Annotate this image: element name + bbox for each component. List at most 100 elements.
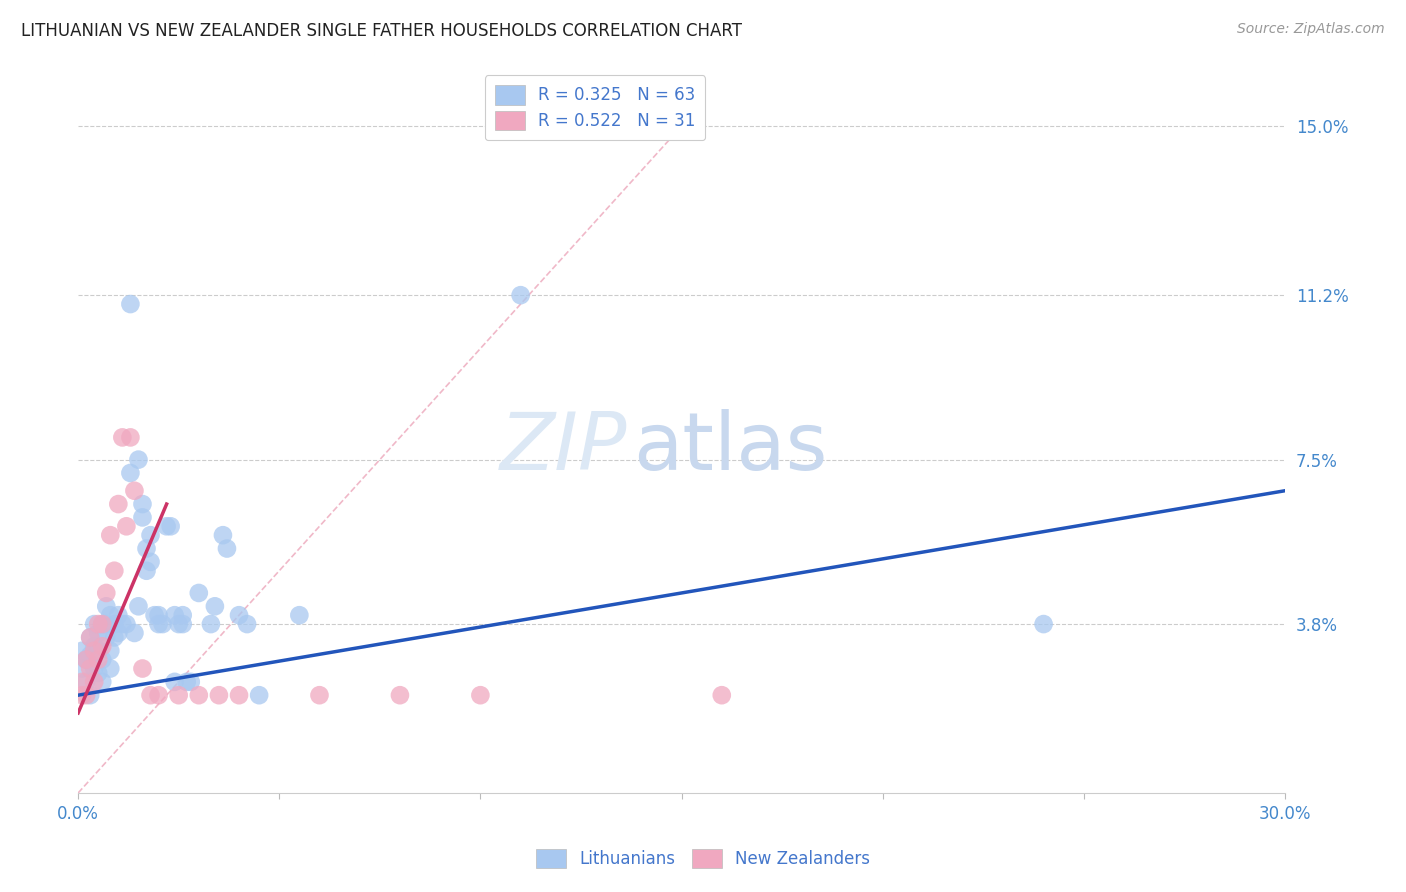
Text: Source: ZipAtlas.com: Source: ZipAtlas.com (1237, 22, 1385, 37)
Point (91, 674, 114, 689)
Point (75, 653, 97, 667)
Point (83, 674, 105, 689)
Point (148, 608, 170, 623)
Point (131, 661, 153, 675)
Point (148, 617, 170, 632)
Point (96, 631, 118, 645)
Point (111, 617, 134, 632)
Point (212, 528, 235, 542)
Point (83, 640, 105, 654)
Point (120, 297, 142, 311)
Point (96, 617, 118, 632)
Legend: R = 0.325   N = 63, R = 0.522   N = 31: R = 0.325 N = 63, R = 0.522 N = 31 (485, 75, 706, 140)
Point (83, 644, 105, 658)
Point (388, 688, 411, 702)
Point (167, 617, 190, 632)
Point (172, 617, 194, 632)
Point (139, 528, 162, 542)
Point (120, 466, 142, 480)
Point (91, 617, 114, 632)
Point (70, 674, 93, 689)
Point (215, 541, 238, 556)
Point (87, 644, 110, 658)
Point (124, 626, 146, 640)
Point (247, 688, 270, 702)
Point (470, 688, 492, 702)
Point (187, 688, 209, 702)
Point (148, 688, 170, 702)
Point (139, 688, 162, 702)
Point (107, 608, 129, 623)
Point (111, 430, 134, 444)
Point (87, 617, 110, 632)
Point (135, 541, 157, 556)
Point (176, 674, 198, 689)
Point (115, 617, 138, 632)
Text: LITHUANIAN VS NEW ZEALANDER SINGLE FATHER HOUSEHOLDS CORRELATION CHART: LITHUANIAN VS NEW ZEALANDER SINGLE FATHE… (21, 22, 742, 40)
Point (139, 555, 162, 569)
Point (91, 617, 114, 632)
Point (98, 528, 121, 542)
Point (87, 626, 110, 640)
Point (91, 640, 114, 654)
Point (70, 661, 93, 675)
Point (127, 599, 149, 614)
Point (75, 674, 97, 689)
Point (75, 653, 97, 667)
Point (107, 626, 129, 640)
Point (131, 497, 153, 511)
Point (180, 674, 202, 689)
Point (79, 631, 101, 645)
Legend: Lithuanians, New Zealanders: Lithuanians, New Zealanders (529, 842, 877, 875)
Point (200, 617, 222, 632)
Point (236, 617, 259, 632)
Point (83, 661, 105, 675)
Point (124, 483, 146, 498)
Point (127, 452, 149, 467)
Point (103, 617, 125, 632)
Point (96, 586, 118, 600)
Point (87, 665, 110, 680)
Point (79, 648, 101, 663)
Point (308, 688, 330, 702)
Point (1032, 617, 1054, 632)
Point (172, 608, 194, 623)
Point (103, 564, 125, 578)
Point (70, 644, 93, 658)
Text: atlas: atlas (633, 409, 828, 487)
Point (710, 688, 733, 702)
Point (70, 688, 93, 702)
Point (131, 510, 153, 524)
Point (87, 653, 110, 667)
Point (228, 688, 250, 702)
Point (288, 608, 311, 623)
Point (156, 519, 179, 533)
Point (91, 653, 114, 667)
Point (208, 688, 231, 702)
Point (107, 497, 129, 511)
Point (79, 661, 101, 675)
Point (135, 564, 157, 578)
Point (98, 661, 121, 675)
Point (167, 688, 190, 702)
Point (187, 586, 209, 600)
Point (115, 519, 138, 533)
Point (79, 631, 101, 645)
Point (143, 608, 166, 623)
Point (163, 608, 186, 623)
Point (83, 617, 105, 632)
Point (75, 688, 97, 702)
Point (163, 674, 186, 689)
Point (98, 644, 121, 658)
Point (159, 519, 181, 533)
Point (152, 617, 174, 632)
Point (204, 599, 226, 614)
Point (103, 631, 125, 645)
Point (228, 608, 250, 623)
Text: ZIP: ZIP (501, 409, 627, 487)
Point (79, 688, 101, 702)
Point (96, 599, 118, 614)
Point (509, 288, 531, 302)
Point (120, 430, 142, 444)
Point (98, 608, 121, 623)
